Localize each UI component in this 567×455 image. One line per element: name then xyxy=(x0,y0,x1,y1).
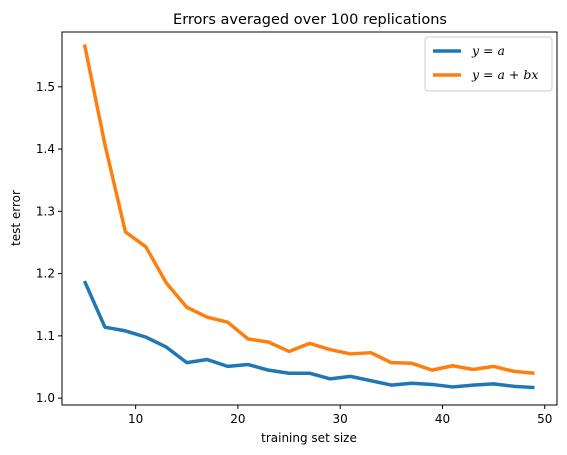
series-line-0 xyxy=(82,280,535,390)
x-tick-label: 30 xyxy=(333,412,348,426)
y-tick-label: 1.3 xyxy=(36,204,55,218)
x-tick-label: 40 xyxy=(435,412,450,426)
legend-label-0: y = a xyxy=(471,43,505,58)
legend: y = a y = a + bx xyxy=(424,36,553,92)
series-line-1 xyxy=(82,44,535,375)
y-axis: 1.0 1.1 1.2 1.3 1.4 1.5 xyxy=(36,80,62,405)
x-axis-label: training set size xyxy=(261,431,357,445)
plot-frame xyxy=(61,31,558,406)
y-tick-label: 1.0 xyxy=(36,391,55,405)
plot-area xyxy=(82,44,535,390)
x-tick-label: 50 xyxy=(537,412,552,426)
y-tick-label: 1.4 xyxy=(36,142,55,156)
x-axis: 10 20 30 40 50 xyxy=(128,405,552,426)
legend-label-1: y = a + bx xyxy=(471,67,538,82)
y-tick-label: 1.5 xyxy=(36,80,55,94)
x-tick-label: 10 xyxy=(128,412,143,426)
y-tick-label: 1.2 xyxy=(36,267,55,281)
y-tick-label: 1.1 xyxy=(36,329,55,343)
y-axis-label: test error xyxy=(9,190,23,246)
chart-title: Errors averaged over 100 replications xyxy=(173,12,447,28)
x-tick-label: 20 xyxy=(230,412,245,426)
